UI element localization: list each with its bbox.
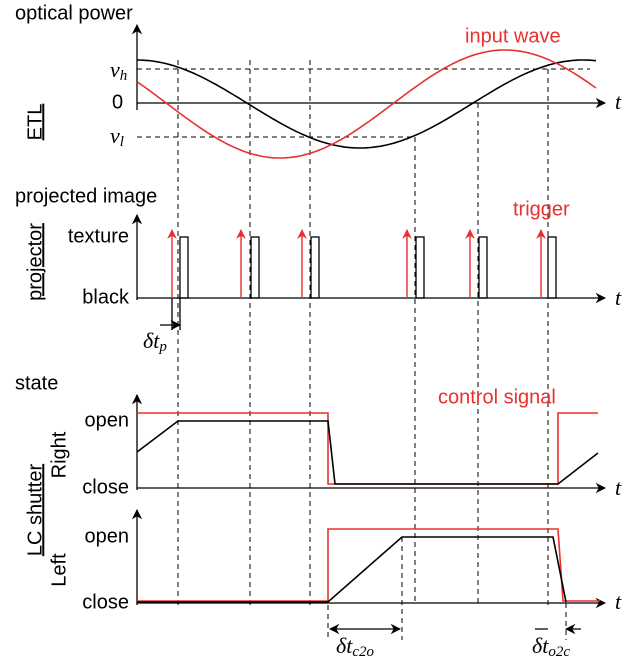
time: t [615, 89, 622, 114]
time: t [615, 589, 622, 614]
frame [547, 236, 557, 299]
axis-label: LC shutter [24, 464, 46, 557]
y-title: projected image [15, 185, 157, 207]
y-title: state [15, 372, 58, 394]
frame [478, 236, 488, 299]
y-title: optical power [15, 2, 133, 24]
delay: δtc2o [336, 633, 375, 660]
time: t [615, 475, 622, 500]
level: texture [68, 225, 129, 247]
etl-curve [137, 59, 597, 149]
axis-label: projector [24, 223, 46, 301]
axis-label: ETL [24, 104, 46, 141]
control-signal [137, 528, 600, 602]
shutter-state [136, 420, 599, 485]
level: open [85, 525, 130, 547]
level: close [82, 476, 129, 498]
frame [415, 236, 425, 299]
panel-label: Right [48, 431, 70, 478]
control-signal [137, 412, 598, 485]
level: close [82, 591, 129, 613]
frame [310, 236, 320, 299]
level: open [85, 409, 130, 431]
delay: δtp [143, 328, 167, 355]
trigger-label: trigger [513, 198, 570, 220]
signal-label: control signal [438, 386, 556, 408]
level: vl [110, 123, 124, 150]
level: 0 [112, 91, 123, 113]
pulses [167, 229, 557, 299]
wave-label: input wave [465, 25, 561, 47]
frame [179, 236, 189, 299]
level: vh [110, 57, 127, 84]
shutter-state [137, 536, 567, 603]
frame [250, 236, 260, 299]
input-wave [136, 49, 597, 159]
time: t [615, 285, 622, 310]
guides [137, 60, 590, 640]
delay: δto2c [532, 633, 570, 660]
panel-label: Left [48, 553, 70, 587]
level: black [82, 286, 130, 308]
